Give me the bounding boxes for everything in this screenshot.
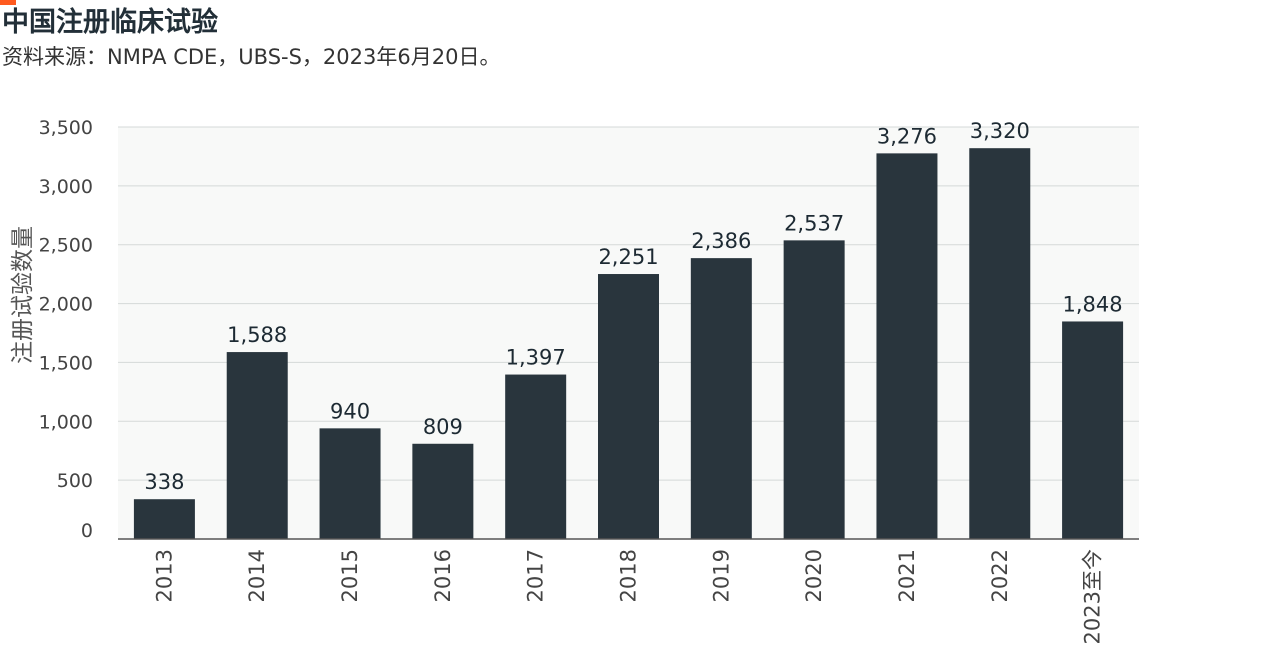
y-tick-label: 0 [81,520,93,542]
bar [1062,321,1124,539]
x-tick-label: 2014 [245,549,269,602]
x-tick-label: 2016 [431,549,455,602]
x-tick-label: 2020 [802,549,826,602]
data-label: 1,848 [1063,292,1123,316]
data-label: 2,537 [784,211,844,235]
y-tick-label: 2,500 [39,235,93,257]
data-label: 3,276 [877,124,937,148]
x-tick-label: 2013 [152,549,176,602]
data-label: 940 [330,399,370,423]
bar [226,352,288,539]
x-tick-label: 2019 [709,549,733,602]
chart-title: 中国注册临床试验 [2,7,218,38]
x-tick-label: 2022 [988,549,1012,602]
x-tick-label: 2017 [524,549,548,602]
bar [133,499,195,539]
y-tick-label: 3,500 [39,117,93,139]
y-tick-label: 2,000 [39,294,93,316]
y-tick-label: 1,500 [39,352,93,374]
chart-source-note: 资料来源：NMPA CDE，UBS-S，2023年6月20日。 [2,45,501,69]
bar [598,274,659,539]
bar [319,428,381,539]
accent-mark [0,0,16,5]
y-tick-label: 3,000 [39,176,93,198]
y-tick-label: 1,000 [39,411,93,433]
x-tick-label: 2023至今 [1081,549,1105,644]
y-axis-title: 注册试验数量 [10,226,36,364]
data-label: 3,320 [970,119,1030,143]
bar [783,240,845,539]
bar [690,258,752,539]
y-tick-label: 500 [57,470,93,492]
data-label: 809 [423,415,463,439]
bar [969,148,1031,539]
data-label: 1,588 [227,323,287,347]
bar [505,374,567,539]
data-label: 1,397 [506,346,566,370]
bar [876,153,938,540]
data-label: 2,251 [598,245,658,269]
bar [412,443,474,539]
data-label: 2,386 [691,229,751,253]
x-tick-label: 2021 [895,549,919,602]
x-tick-label: 2015 [338,549,362,602]
x-tick-label: 2018 [617,549,641,602]
data-label: 338 [144,470,184,494]
